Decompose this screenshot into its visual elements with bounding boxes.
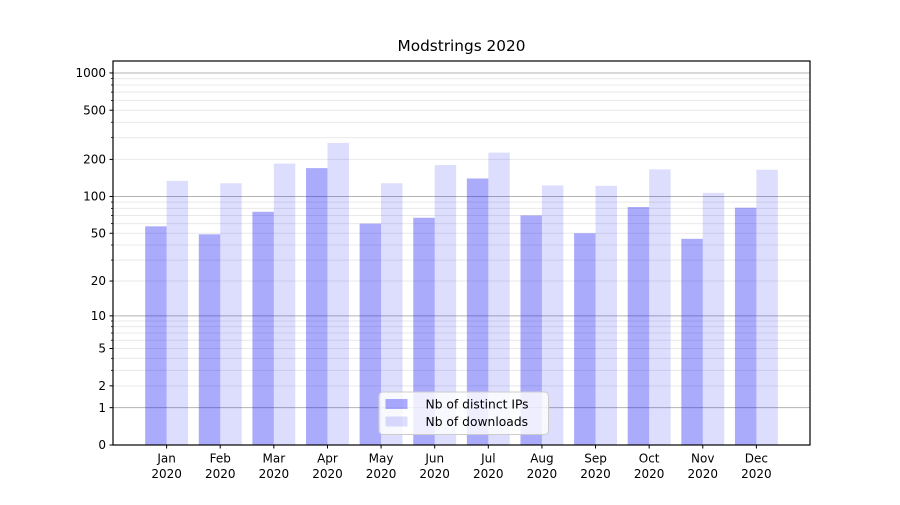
bar-nb-of-distinct-ips-oct-2020 <box>627 207 650 445</box>
bar-nb-of-distinct-ips-feb-2020 <box>198 234 221 445</box>
x-tick-label-jun-2020: Jun 2020 <box>419 452 450 482</box>
bar-nb-of-downloads-sep-2020 <box>595 185 617 446</box>
bar-nb-of-downloads-jun-2020 <box>434 165 457 445</box>
y-tick-label-50: 50 <box>91 226 106 240</box>
bar-nb-of-downloads-feb-2020 <box>220 183 242 446</box>
x-tick-label-feb-2020: Feb 2020 <box>205 452 236 482</box>
y-tick-label-1: 1 <box>98 401 106 415</box>
bar-nb-of-distinct-ips-aug-2020 <box>520 215 542 445</box>
bar-nb-of-downloads-oct-2020 <box>649 169 671 445</box>
x-tick-label-nov-2020: Nov 2020 <box>687 452 718 482</box>
x-tick-label-dec-2020: Dec 2020 <box>741 452 772 482</box>
plot-area: Jan 2020 Feb 2020 Mar 2020 Apr 2020 May 2020 Jun 20… <box>75 66 810 481</box>
x-tick-label-oct-2020: Oct 2020 <box>634 452 665 482</box>
bar-nb-of-downloads-may-2020 <box>381 183 403 446</box>
bar-nb-of-downloads-nov-2020 <box>702 192 725 445</box>
legend-label-downloads: Nb of downloads <box>426 415 529 429</box>
x-tick-label-aug-2020: Aug 2020 <box>527 452 558 482</box>
legend-swatch-distinct-ips <box>385 399 408 409</box>
bar-nb-of-distinct-ips-nov-2020 <box>681 238 703 445</box>
bar-nb-of-downloads-dec-2020 <box>756 169 778 445</box>
x-tick-label-sep-2020: Sep 2020 <box>580 452 611 482</box>
plot-border <box>112 60 811 446</box>
y-tick-label-100: 100 <box>83 190 106 204</box>
y-tick-label-2: 2 <box>98 379 106 393</box>
y-tick-label-1000: 1000 <box>75 66 106 80</box>
chart-title: Modstrings 2020 <box>398 37 526 55</box>
bar-nb-of-distinct-ips-jun-2020 <box>413 217 435 445</box>
x-tick-label-may-2020: May 2020 <box>366 452 397 482</box>
bar-nb-of-distinct-ips-mar-2020 <box>252 211 274 445</box>
y-tick-label-10: 10 <box>91 309 106 323</box>
bar-nb-of-distinct-ips-sep-2020 <box>574 233 596 445</box>
bar-nb-of-downloads-jul-2020 <box>488 152 510 445</box>
y-tick-label-200: 200 <box>83 153 106 167</box>
x-tick-label-mar-2020: Mar 2020 <box>259 452 290 482</box>
x-tick-label-jan-2020: Jan 2020 <box>151 452 182 482</box>
y-tick-label-20: 20 <box>91 274 106 288</box>
bar-nb-of-downloads-jan-2020 <box>166 180 189 445</box>
legend-swatch-downloads <box>385 416 408 427</box>
y-tick-label-0: 0 <box>98 438 106 452</box>
legend-box <box>378 391 549 435</box>
bar-nb-of-downloads-mar-2020 <box>273 163 296 446</box>
bar-nb-of-distinct-ips-jul-2020 <box>466 178 489 445</box>
y-tick-label-5: 5 <box>98 342 106 356</box>
y-tick-label-500: 500 <box>83 103 106 117</box>
bar-nb-of-distinct-ips-jan-2020 <box>145 226 167 445</box>
legend-label-distinct-ips: Nb of distinct IPs <box>426 397 529 411</box>
bar-nb-of-distinct-ips-apr-2020 <box>306 168 328 446</box>
bar-nb-of-distinct-ips-dec-2020 <box>734 207 757 445</box>
bar-nb-of-downloads-apr-2020 <box>327 142 349 445</box>
x-tick-label-apr-2020: Apr 2020 <box>312 452 343 482</box>
bar-nb-of-downloads-aug-2020 <box>541 185 564 445</box>
x-tick-label-jul-2020: Jul 2020 <box>473 452 504 482</box>
legend: Nb of distinct IPs Nb of downloads <box>378 391 549 435</box>
bar-nb-of-distinct-ips-may-2020 <box>359 223 382 445</box>
